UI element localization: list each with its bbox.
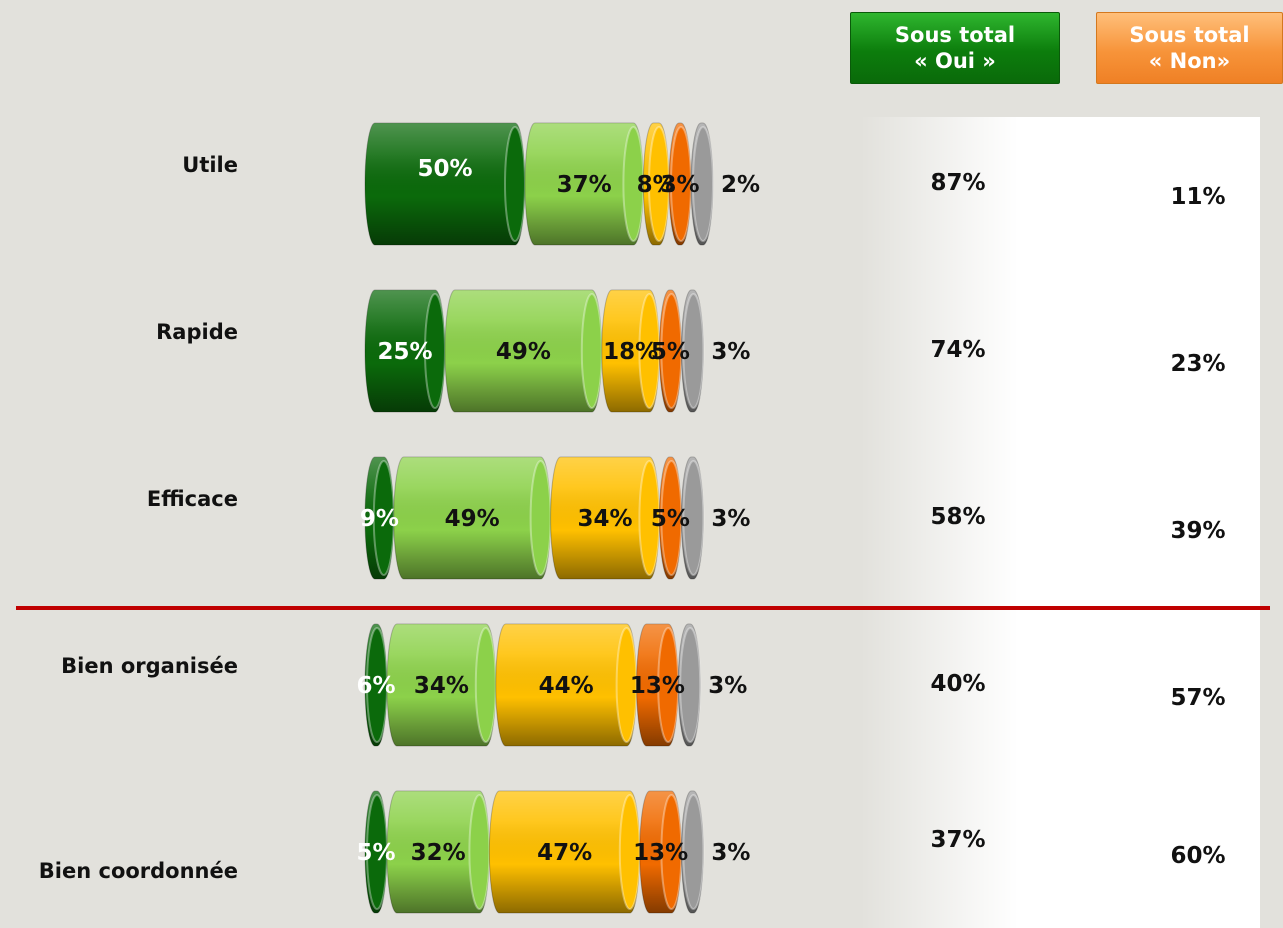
sous-total-oui-line2: « Oui » <box>914 49 996 73</box>
bar-segment <box>636 623 680 747</box>
bar-segment <box>658 289 683 413</box>
bar-segment <box>642 122 670 246</box>
bar-segment <box>364 623 388 747</box>
sous-total-non-value: 11% <box>1170 184 1225 210</box>
bar-segment <box>364 289 446 413</box>
sous-total-oui-value: 87% <box>930 170 985 196</box>
segment-value-label: 32% <box>411 840 466 866</box>
bar-segment <box>668 122 692 246</box>
sous-total-oui-value: 37% <box>930 827 985 853</box>
bar-segment <box>677 623 702 747</box>
segment-value-label: 5% <box>651 506 690 532</box>
segment-value-label: 37% <box>557 172 612 198</box>
bar-segment <box>524 122 645 246</box>
group-divider-line <box>16 606 1270 610</box>
sous-total-oui-value: 40% <box>930 671 985 697</box>
sous-total-non-value: 60% <box>1170 843 1225 869</box>
segment-value-label: 2% <box>721 172 760 198</box>
bar-segment <box>444 289 603 413</box>
sous-total-non-line1: Sous total <box>1129 23 1250 47</box>
segment-value-label: 5% <box>651 339 690 365</box>
segment-value-label: 13% <box>633 840 688 866</box>
segment-value-label: 3% <box>711 506 750 532</box>
segment-value-label: 3% <box>708 673 747 699</box>
bar-segment <box>680 289 705 413</box>
sous-total-oui-value: 74% <box>930 337 985 363</box>
segment-value-label: 47% <box>537 840 592 866</box>
sous-total-non-value: 39% <box>1170 518 1225 544</box>
segment-value-label: 50% <box>417 156 472 182</box>
bar-segment <box>680 456 705 580</box>
category-label: Rapide <box>156 320 238 344</box>
sous-total-oui-line1: Sous total <box>894 23 1016 47</box>
category-label: Bien organisée <box>61 654 238 678</box>
segment-value-label: 5% <box>356 840 395 866</box>
bar-segment <box>658 456 683 580</box>
category-label: Bien coordonnée <box>39 859 238 883</box>
segment-value-label: 49% <box>445 506 500 532</box>
bar-segment <box>680 790 705 914</box>
category-label: Efficace <box>147 487 238 511</box>
oui-column-panel <box>860 117 1018 928</box>
sous-total-non-line2: « Non» <box>1148 49 1231 73</box>
bar-segment <box>488 790 641 914</box>
segment-value-label: 25% <box>377 339 432 365</box>
segment-value-label: 8% <box>637 172 676 198</box>
segment-value-label: 13% <box>630 673 685 699</box>
sous-total-oui-header: Sous total « Oui » <box>850 12 1060 84</box>
bar-segment <box>690 122 714 246</box>
bar-segment <box>639 790 683 914</box>
segment-value-label: 3% <box>711 339 750 365</box>
bar-segment <box>601 289 661 413</box>
sous-total-non-header: Sous total « Non» <box>1096 12 1283 84</box>
sous-total-non-value: 57% <box>1170 685 1225 711</box>
segment-value-label: 49% <box>496 339 551 365</box>
bar-segment <box>364 456 395 580</box>
bar-segment <box>393 456 552 580</box>
bar-segment <box>495 623 638 747</box>
category-label: Utile <box>182 153 238 177</box>
sous-total-oui-value: 58% <box>930 504 985 530</box>
segment-value-label: 34% <box>414 673 469 699</box>
segment-value-label: 9% <box>360 506 399 532</box>
segment-value-label: 3% <box>711 840 750 866</box>
segment-value-label: 6% <box>356 673 395 699</box>
bar-segment <box>550 456 661 580</box>
bar-segment <box>386 623 497 747</box>
segment-value-label: 18% <box>603 339 658 365</box>
segment-value-label: 3% <box>660 172 699 198</box>
sous-total-non-value: 23% <box>1170 351 1225 377</box>
segment-value-label: 44% <box>539 673 594 699</box>
segment-value-label: 34% <box>577 506 632 532</box>
bar-segment <box>386 790 491 914</box>
bar-segment <box>364 122 526 246</box>
non-column-panel <box>1018 117 1260 928</box>
